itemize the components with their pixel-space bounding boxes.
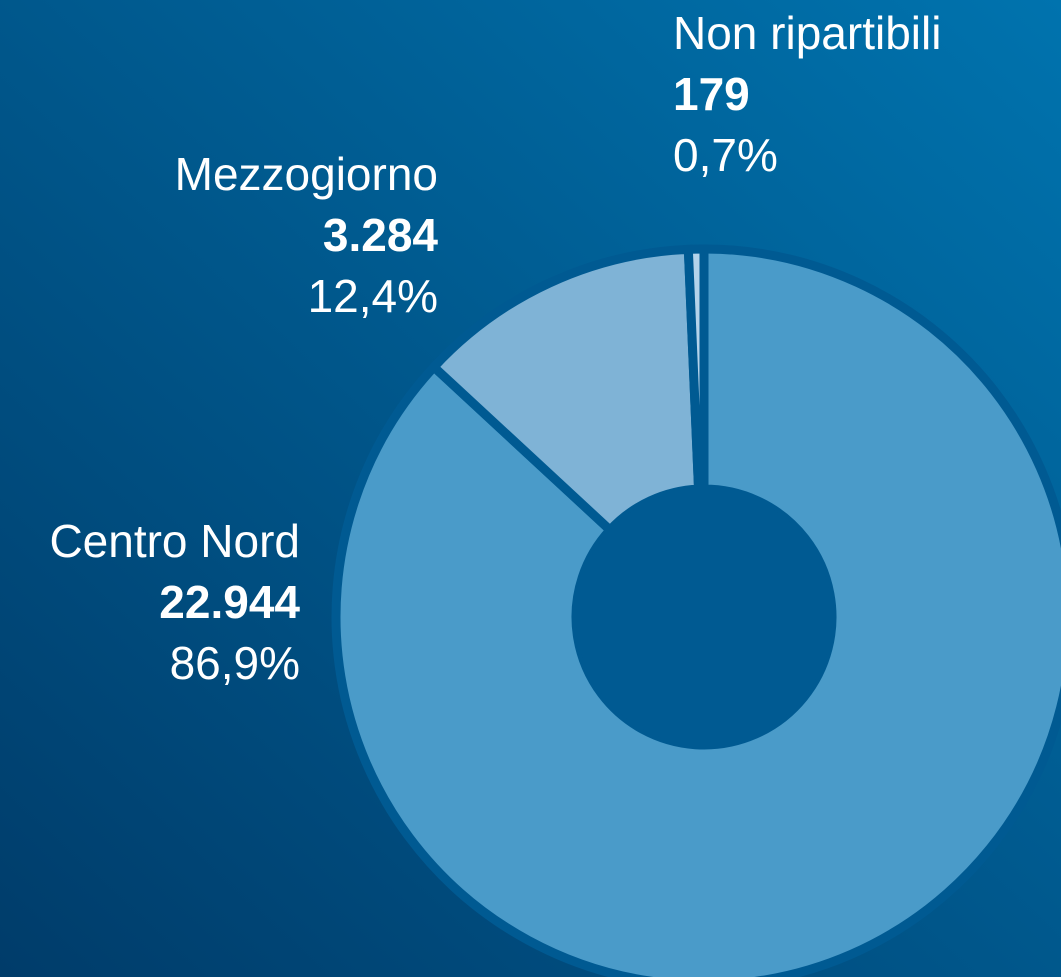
value-label: 179 (673, 68, 750, 120)
category-label: Mezzogiorno (175, 148, 438, 200)
percent-label: 0,7% (673, 129, 778, 181)
category-label: Non ripartibili (673, 7, 941, 59)
labels: Centro Nord 22.944 86,9% Mezzogiorno 3.284 12… (49, 7, 941, 689)
category-label: Centro Nord (49, 515, 300, 567)
percent-label: 86,9% (170, 637, 300, 689)
percent-label: 12,4% (308, 270, 438, 322)
value-label: 3.284 (323, 209, 439, 261)
value-label: 22.944 (159, 576, 300, 628)
donut-hole (576, 489, 832, 745)
